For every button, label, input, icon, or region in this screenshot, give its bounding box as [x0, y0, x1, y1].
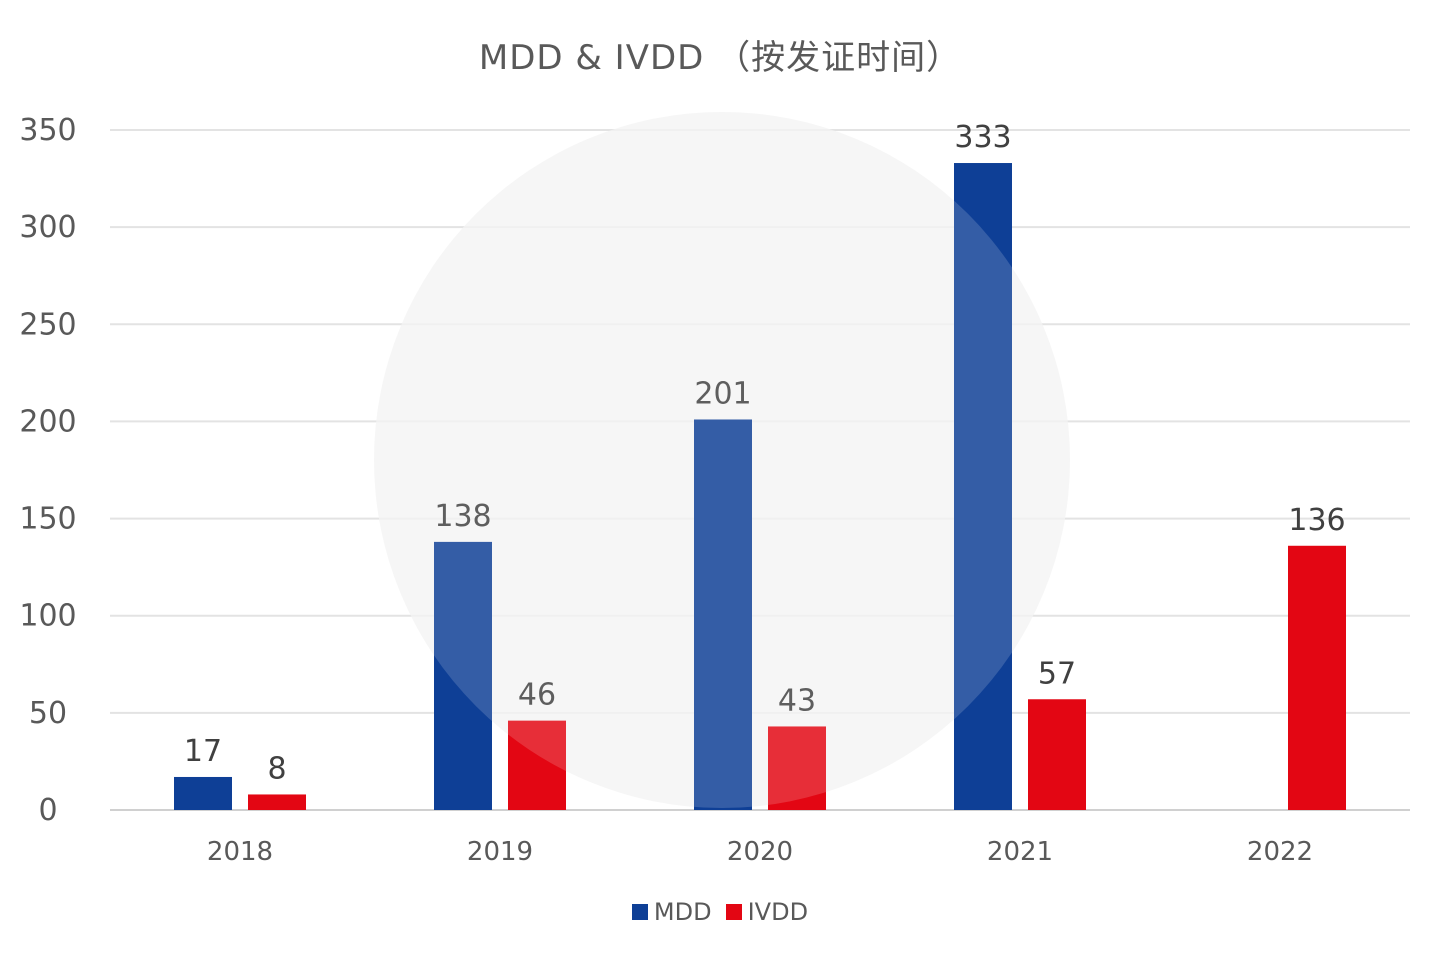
y-tick-label: 50 [29, 696, 67, 731]
y-tick-label: 150 [19, 502, 76, 537]
data-label: 333 [954, 120, 1011, 155]
legend-item-ivdd: IVDD [725, 898, 809, 926]
x-tick-label: 2018 [207, 837, 273, 867]
x-tick-label: 2021 [987, 837, 1053, 867]
x-tick-label: 2020 [727, 837, 793, 867]
data-label: 17 [184, 734, 222, 769]
data-label: 8 [267, 751, 286, 786]
data-label: 138 [434, 499, 491, 534]
y-tick-label: 250 [19, 307, 76, 342]
legend-label-mdd: MDD [653, 898, 712, 926]
legend: MDD IVDD [0, 898, 1440, 926]
legend-swatch-ivdd [725, 904, 742, 920]
bar-ivdd [508, 720, 566, 810]
x-tick-label: 2022 [1247, 837, 1313, 867]
watermark-overlay [374, 112, 1070, 808]
bar-ivdd [248, 794, 306, 810]
bar-mdd [694, 419, 752, 810]
y-tick-label: 100 [19, 599, 76, 634]
legend-label-ivdd: IVDD [747, 898, 809, 926]
bar-mdd [434, 541, 492, 810]
bar-mdd [174, 776, 232, 810]
data-label: 136 [1288, 503, 1345, 538]
data-label: 43 [778, 683, 816, 718]
bar-mdd [954, 163, 1012, 810]
legend-item-mdd: MDD [631, 898, 712, 926]
y-tick-label: 300 [19, 210, 76, 245]
bar-ivdd [768, 726, 826, 810]
bar-ivdd [1028, 699, 1086, 810]
y-tick-label: 200 [19, 404, 76, 439]
data-label: 57 [1038, 656, 1076, 691]
bar-ivdd [1288, 545, 1346, 810]
data-label: 46 [518, 678, 556, 713]
chart-title: MDD & IVDD （按发证时间） [478, 38, 962, 78]
data-label: 201 [694, 376, 751, 411]
y-tick-label: 350 [19, 113, 76, 148]
x-tick-label: 2019 [467, 837, 533, 867]
legend-swatch-mdd [631, 904, 648, 920]
y-tick-label: 0 [38, 793, 57, 828]
